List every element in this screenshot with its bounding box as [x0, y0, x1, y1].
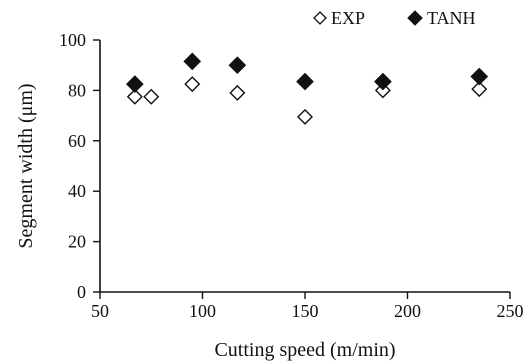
- y-tick-label: 0: [77, 282, 86, 302]
- data-point-tanh: [374, 72, 392, 91]
- data-point-tanh: [470, 67, 489, 86]
- y-axis-ticks: 0 20 40 60 80 100: [59, 30, 100, 302]
- legend-item-exp: EXP: [313, 8, 365, 28]
- data-point-tanh: [183, 52, 202, 71]
- y-tick-label: 40: [68, 181, 86, 201]
- x-tick-label: 150: [292, 301, 319, 321]
- y-axis-title: Segment width (μm): [15, 83, 37, 248]
- x-axis-title: Cutting speed (m/min): [214, 339, 395, 361]
- data-point-exp: [126, 88, 143, 105]
- data-points: [126, 52, 489, 125]
- y-tick-label: 100: [59, 30, 86, 50]
- data-point-tanh: [228, 56, 247, 75]
- x-tick-label: 50: [91, 301, 109, 321]
- x-tick-label: 200: [394, 301, 421, 321]
- legend-label-exp: EXP: [331, 8, 365, 28]
- data-point-tanh: [296, 72, 314, 91]
- data-point-exp: [471, 81, 488, 98]
- data-point-exp: [229, 84, 246, 101]
- legend-label-tanh: TANH: [427, 8, 476, 28]
- legend-marker-exp: [313, 11, 327, 25]
- data-point-exp: [297, 108, 313, 125]
- data-point-exp: [143, 88, 160, 105]
- y-tick-label: 60: [68, 131, 86, 151]
- x-tick-label: 100: [189, 301, 216, 321]
- data-point-exp: [184, 76, 201, 93]
- legend-marker-tanh: [407, 10, 423, 26]
- legend: EXP TANH: [313, 8, 476, 28]
- y-tick-label: 20: [68, 232, 86, 252]
- legend-item-tanh: TANH: [407, 8, 476, 28]
- x-tick-label: 250: [497, 301, 524, 321]
- data-point-tanh: [126, 75, 144, 93]
- y-tick-label: 80: [68, 80, 86, 100]
- x-axis-ticks: 50 100 150 200 250: [91, 292, 524, 321]
